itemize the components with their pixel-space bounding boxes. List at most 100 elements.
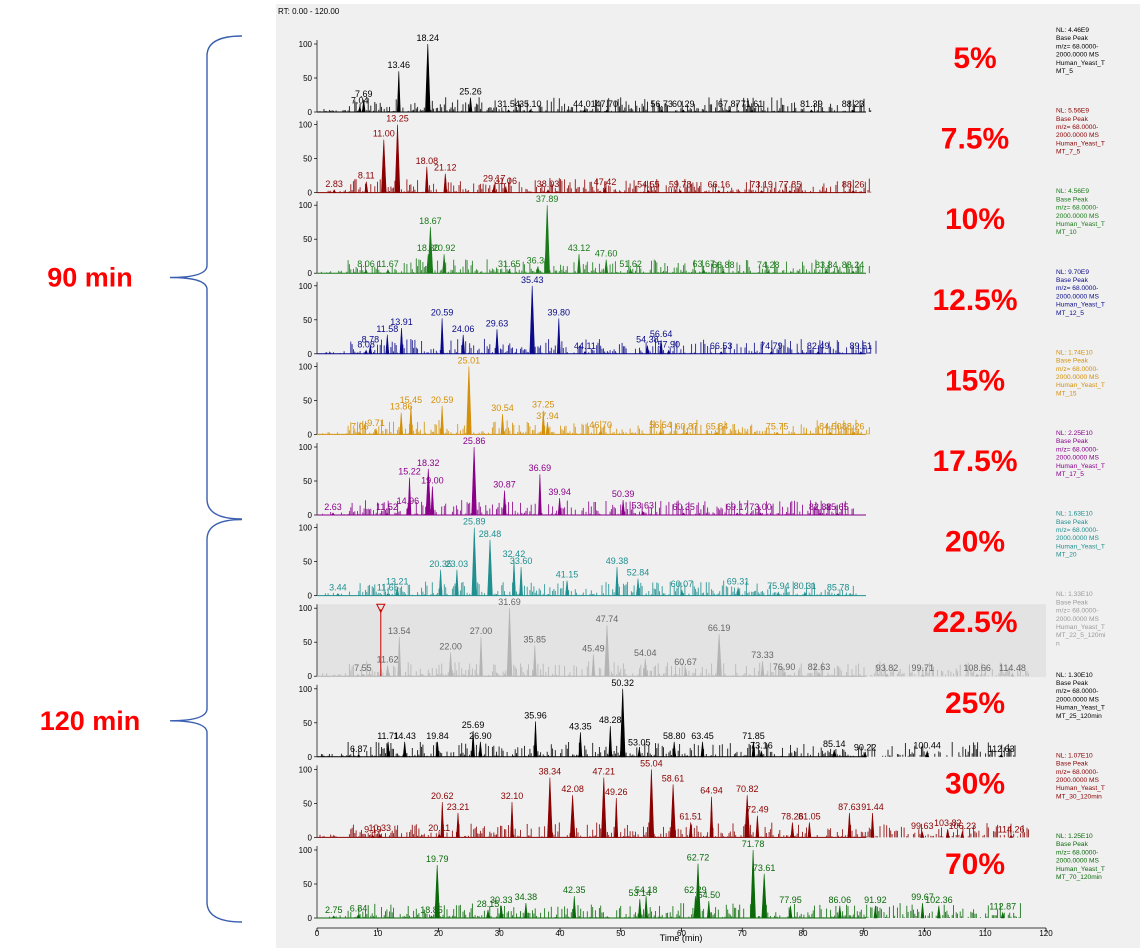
noise-trace	[319, 97, 872, 112]
info-line: MT_7_5	[1056, 149, 1081, 156]
gradient-percent-label: 17.5%	[932, 445, 1017, 478]
peak-label: 88.26	[842, 421, 865, 431]
peak	[621, 499, 625, 516]
peak	[604, 259, 609, 274]
peak-label: 64.94	[700, 786, 723, 796]
peak-label: 29.63	[486, 318, 509, 328]
peak-label: 39.94	[548, 487, 571, 497]
peak	[361, 99, 366, 113]
y-tick-label: 50	[303, 799, 312, 808]
noise-trace	[320, 258, 870, 274]
peak	[532, 645, 537, 677]
info-line: NL: 1.33E10	[1056, 591, 1093, 598]
peak-label: 91.92	[864, 895, 887, 905]
y-tick-label: 50	[303, 316, 312, 325]
peak	[425, 468, 432, 516]
peak	[442, 254, 446, 274]
peak-label: 30.33	[490, 895, 513, 905]
peak	[735, 512, 740, 516]
peak-label: 35.10	[519, 99, 542, 109]
peak-label: 43.35	[569, 721, 592, 731]
info-line: Base Peak	[1056, 35, 1089, 42]
x-tick-label: 20	[434, 929, 443, 938]
peak	[502, 490, 507, 516]
peak	[684, 431, 689, 435]
info-line: m/z= 68.0000-	[1056, 205, 1098, 212]
peak-label: 32.10	[501, 791, 524, 801]
peak-label: 2.63	[324, 502, 342, 512]
peak	[936, 905, 941, 919]
peak-label: 31.65	[498, 259, 521, 269]
peak-label: 103.82	[934, 818, 962, 828]
peak	[456, 812, 460, 838]
peak-label: 49.26	[605, 787, 628, 797]
y-tick-label: 100	[299, 201, 313, 210]
peak-label: 78.26	[781, 811, 804, 821]
peak	[335, 593, 340, 596]
info-line: Human_Yeast_T	[1056, 221, 1105, 228]
gradient-percent-label: 30%	[945, 767, 1005, 800]
peak-label: 77.85	[779, 180, 802, 190]
peak	[847, 812, 852, 838]
info-line: 2000.0000 MS	[1056, 374, 1099, 381]
y-tick-label: 0	[308, 833, 313, 842]
x-tick-label: 70	[738, 929, 747, 938]
gradient-percent-label: 15%	[945, 364, 1005, 397]
info-line: m/z= 68.0000-	[1056, 527, 1098, 534]
peak	[604, 625, 610, 677]
peak	[500, 413, 505, 435]
peak-label: 90.22	[854, 742, 877, 752]
peak	[802, 591, 807, 596]
peak-label: 88.26	[842, 180, 865, 190]
info-line: 2000.0000 MS	[1056, 132, 1099, 139]
peak	[766, 270, 771, 274]
peak-label: 47.21	[593, 767, 616, 777]
peak	[835, 512, 840, 516]
peak-label: 18.24	[417, 33, 440, 43]
noise-trace	[327, 177, 872, 193]
peak-label: 19.79	[426, 854, 449, 864]
peak	[430, 486, 435, 516]
peak-label: 36.69	[529, 463, 552, 473]
peak	[960, 830, 965, 838]
peak-label: 18.67	[419, 216, 442, 226]
peak	[688, 822, 693, 838]
gradient-percent-label: 22.5%	[932, 606, 1017, 639]
info-line: n	[1056, 640, 1060, 647]
peak	[541, 410, 546, 435]
info-line: 2000.0000 MS	[1056, 455, 1099, 462]
peak-label: 14.96	[397, 496, 420, 506]
peak	[759, 190, 764, 193]
peak-label: 37.25	[532, 400, 555, 410]
info-line: Base Peak	[1056, 519, 1089, 526]
peak	[683, 667, 688, 677]
info-line: NL: 9.70E9	[1056, 269, 1089, 276]
peak-label: 42.35	[563, 885, 586, 895]
peak	[440, 405, 444, 435]
peak-label: 25.86	[463, 436, 486, 446]
peak	[507, 269, 512, 274]
peak-label: 11.65	[377, 583, 399, 593]
x-tick-label: 100	[918, 929, 932, 938]
peak-label: 85.78	[827, 583, 850, 593]
x-axis: 0 10 20 30 40 50 60 70 80 90 100 110 120	[315, 927, 1053, 938]
peak	[637, 898, 642, 919]
peak-label: 26.90	[469, 731, 492, 741]
peak	[828, 431, 833, 435]
peak	[603, 186, 608, 193]
peak-label: 56.54	[649, 420, 672, 430]
peak-label: 64.50	[698, 890, 721, 900]
peak	[569, 795, 576, 838]
info-line: Human_Yeast_T	[1056, 624, 1105, 631]
peak-label: 28.48	[479, 529, 502, 539]
peak-label: 83.84	[815, 260, 838, 270]
peak-label: 52.84	[627, 568, 650, 578]
peak	[920, 902, 925, 919]
peak	[425, 43, 431, 113]
peak-label: 11.52	[376, 502, 398, 512]
peak-label: 74.79	[760, 341, 783, 351]
peak-label: 66.16	[708, 180, 731, 190]
